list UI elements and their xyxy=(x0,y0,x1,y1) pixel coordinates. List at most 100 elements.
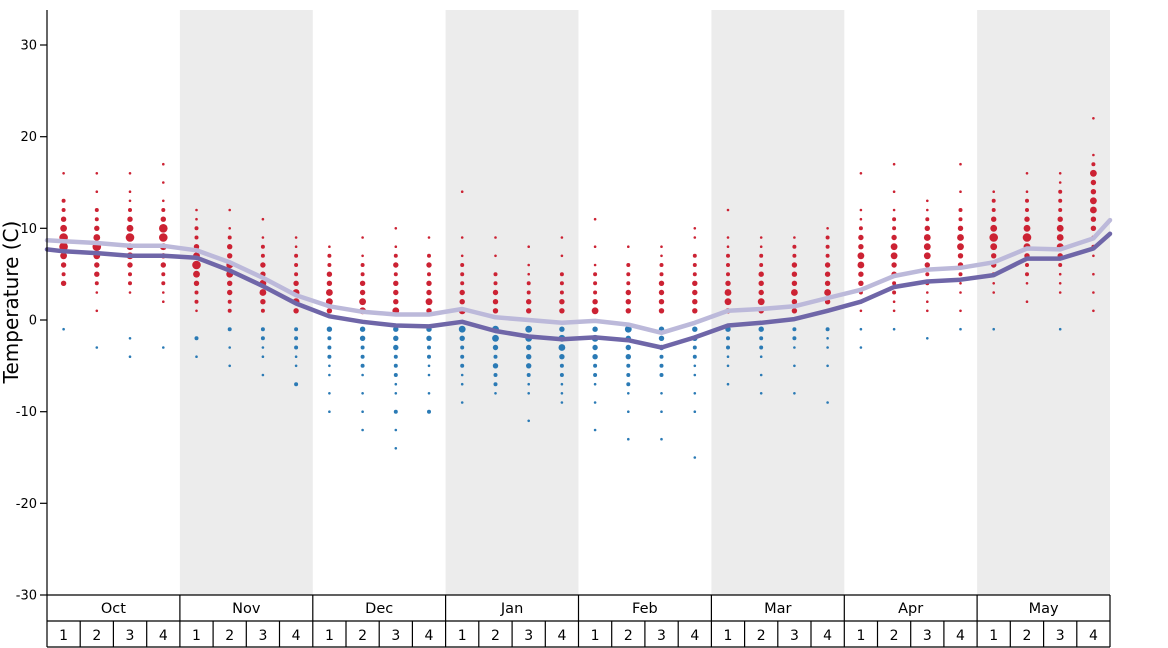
temp-dot xyxy=(692,280,698,286)
temp-dot xyxy=(892,281,897,286)
temp-dot xyxy=(758,326,764,332)
temp-dot xyxy=(660,254,663,258)
temp-dot xyxy=(94,281,99,286)
temp-dot xyxy=(426,289,432,296)
temp-dot xyxy=(359,335,366,341)
week-number-label: 3 xyxy=(657,628,666,644)
week-number-label: 4 xyxy=(956,628,965,644)
temp-dot xyxy=(1092,272,1095,276)
temp-dot xyxy=(559,290,564,295)
temp-dot xyxy=(959,162,962,166)
temp-dot xyxy=(162,162,165,166)
temp-dot xyxy=(858,226,863,231)
temp-dot xyxy=(658,280,665,286)
temp-dot xyxy=(327,345,332,350)
week-number-label: 1 xyxy=(856,628,865,644)
temp-dot xyxy=(227,327,232,332)
week-number-label: 1 xyxy=(724,628,733,644)
temp-dot xyxy=(992,190,995,193)
temp-dot xyxy=(692,308,698,314)
temp-dot xyxy=(625,299,631,305)
temp-dot xyxy=(294,236,298,239)
y-tick-label: 30 xyxy=(20,39,37,54)
temp-dot xyxy=(159,233,168,242)
temp-dot xyxy=(260,262,266,268)
temp-dot xyxy=(361,254,364,258)
temp-dot xyxy=(1056,234,1064,241)
temp-dot xyxy=(923,243,931,251)
temp-dot xyxy=(1058,172,1062,175)
temp-dot xyxy=(792,253,797,258)
temp-dot xyxy=(95,346,99,349)
temp-dot xyxy=(427,253,431,258)
temp-dot xyxy=(60,224,67,232)
temp-dot xyxy=(327,263,332,267)
temp-dot xyxy=(792,327,797,332)
temp-dot xyxy=(128,355,132,359)
temp-dot xyxy=(228,227,231,230)
temp-dot xyxy=(95,190,99,193)
temp-dot xyxy=(525,325,533,333)
temp-dot xyxy=(261,373,265,377)
temp-dot xyxy=(625,344,631,351)
temp-dot xyxy=(1092,309,1095,313)
temp-dot xyxy=(527,272,530,276)
temp-dot xyxy=(791,308,798,314)
temp-dot xyxy=(1025,300,1029,304)
temp-dot xyxy=(227,244,233,250)
temp-dot xyxy=(892,290,897,295)
temp-dot xyxy=(95,309,99,313)
temp-dot xyxy=(260,244,265,249)
temp-dot xyxy=(925,272,930,277)
temp-dot xyxy=(957,253,964,259)
temp-dot xyxy=(394,227,398,230)
temp-dot xyxy=(194,299,199,304)
temp-dot xyxy=(393,272,398,277)
temp-dot xyxy=(759,236,763,239)
temp-dot xyxy=(959,282,962,285)
temp-dot xyxy=(1058,198,1063,203)
temp-dot xyxy=(360,272,365,277)
temp-dot xyxy=(293,280,299,286)
temp-dot xyxy=(625,354,631,360)
temp-dot xyxy=(393,409,398,414)
temp-dot xyxy=(492,289,499,296)
temp-dot xyxy=(460,190,464,193)
temp-dot xyxy=(626,272,631,277)
temp-dot xyxy=(726,382,730,386)
week-number-label: 3 xyxy=(391,628,400,644)
temp-dot xyxy=(1091,162,1096,167)
shaded-band xyxy=(711,10,845,595)
y-axis: 30 20 10 0 -10 -20 -30 xyxy=(16,10,48,604)
temp-dot xyxy=(958,272,963,277)
temp-dot xyxy=(891,262,897,268)
temp-dot xyxy=(527,419,530,423)
temp-dot xyxy=(959,190,962,193)
week-number-label: 4 xyxy=(823,628,832,644)
temp-dot xyxy=(427,364,431,368)
temp-dot xyxy=(759,336,764,341)
temp-dot xyxy=(624,325,632,333)
temp-dot xyxy=(460,263,465,267)
temp-dot xyxy=(60,262,67,268)
temp-dot xyxy=(359,326,366,332)
temp-dot xyxy=(459,289,465,296)
temp-dot xyxy=(95,172,99,175)
temp-dot xyxy=(990,224,998,232)
temp-dot xyxy=(426,280,432,286)
temp-dot xyxy=(492,363,499,369)
temp-dot xyxy=(559,281,564,286)
temp-dot xyxy=(1023,224,1031,232)
temp-dot xyxy=(957,225,964,231)
temp-dot xyxy=(493,373,498,377)
temp-dot xyxy=(361,410,364,414)
shaded-band xyxy=(445,10,579,595)
temp-dot xyxy=(759,355,763,359)
temp-dot xyxy=(526,373,531,377)
temp-dot xyxy=(892,309,896,313)
temp-dot xyxy=(527,392,530,395)
temp-dot xyxy=(394,428,398,432)
temp-dot xyxy=(328,245,331,248)
temp-dot xyxy=(560,392,564,395)
temp-dot xyxy=(693,392,697,395)
